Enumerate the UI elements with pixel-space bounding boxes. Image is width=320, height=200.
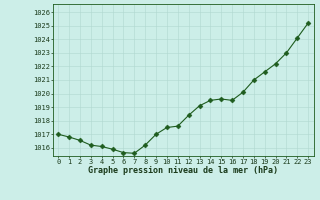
X-axis label: Graphe pression niveau de la mer (hPa): Graphe pression niveau de la mer (hPa) xyxy=(88,166,278,175)
